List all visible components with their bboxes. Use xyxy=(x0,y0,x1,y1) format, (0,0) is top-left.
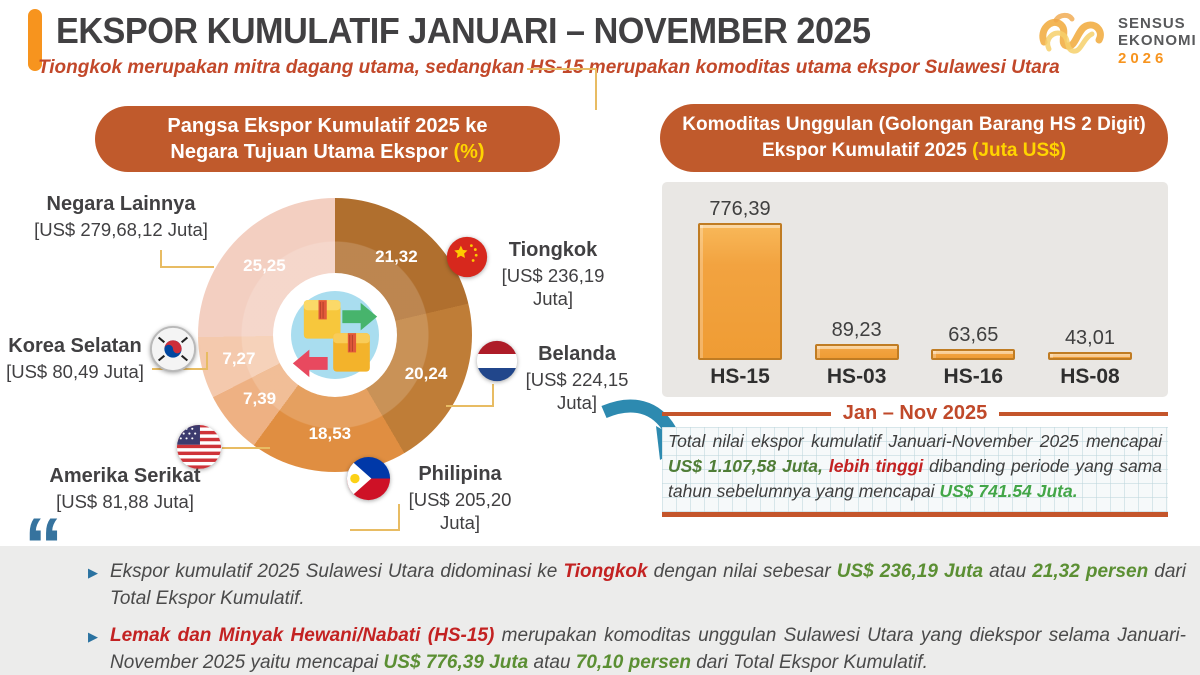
bar-chart-panel: 776,39 HS-15 89,23 HS-03 63,65 HS-16 43,01 HS-0… xyxy=(662,182,1168,397)
donut-chart: 21,32 20,24 18,53 7,39 7,27 25,25 xyxy=(198,198,472,472)
title-accent-bar xyxy=(28,9,42,71)
label-philipina: Philipina [US$ 205,20 Juta] xyxy=(396,462,524,534)
country-value: [US$ 80,49 Juta] xyxy=(6,361,144,382)
bar xyxy=(698,223,782,360)
donut-segment-value: 21,32 xyxy=(375,247,418,267)
page-title: EKSPOR KUMULATIF JANUARI – NOVEMBER 2025 xyxy=(56,10,871,51)
bar-column: 89,23 HS-03 xyxy=(814,319,899,389)
callout-rule-right xyxy=(999,411,1168,416)
footnote-text: Ekspor kumulatif 2025 Sulawesi Utara did… xyxy=(110,561,1186,609)
bar xyxy=(814,344,899,360)
connector-line xyxy=(160,250,214,268)
philippines-flag-icon xyxy=(346,456,391,501)
sensus-ekonomi-logo-text: SENSUS EKONOMI 2026 xyxy=(1118,15,1197,67)
donut-segment-value: 7,39 xyxy=(243,389,277,409)
country-value: [US$ 279,68,12 Juta] xyxy=(34,219,208,240)
bar-value-label: 63,65 xyxy=(948,324,999,346)
donut-segment-value: 25,25 xyxy=(243,255,286,275)
bar xyxy=(931,349,1016,360)
country-name: Negara Lainnya xyxy=(46,193,196,215)
bar-category-label: HS-03 xyxy=(826,365,887,388)
label-belanda: Belanda [US$ 224,15 Juta] xyxy=(520,342,634,414)
callout-body-text: Total nilai ekspor kumulatif Januari-Nov… xyxy=(662,427,1168,517)
bullet-triangle-icon: ▶ xyxy=(88,629,98,645)
footnotes: ▶ Ekspor kumulatif 2025 Sulawesi Utara d… xyxy=(88,559,1186,675)
callout-rule-left xyxy=(662,411,831,416)
connector-line xyxy=(350,504,400,531)
bar-chart-title: Komoditas Unggulan (Golongan Barang HS 2… xyxy=(660,104,1168,172)
country-value: [US$ 81,88 Juta] xyxy=(56,491,194,512)
bar-category-label: HS-16 xyxy=(943,365,1004,388)
bullet-triangle-icon: ▶ xyxy=(88,565,98,580)
country-name: Belanda xyxy=(538,343,616,365)
callout-header: Jan – Nov 2025 xyxy=(662,402,1168,425)
bar-column: 43,01 HS-08 xyxy=(1047,327,1132,389)
country-value: [US$ 236,19 Juta] xyxy=(501,265,605,310)
donut-chart-title: Pangsa Ekspor Kumulatif 2025 ke Negara T… xyxy=(95,106,560,172)
donut-segment-value: 18,53 xyxy=(308,423,352,443)
country-value: [US$ 224,15 Juta] xyxy=(525,369,629,414)
logo-year: 2026 xyxy=(1118,49,1168,67)
bar-column: 63,65 HS-16 xyxy=(931,324,1016,389)
country-name: Tiongkok xyxy=(508,239,598,261)
country-name: Amerika Serikat xyxy=(49,465,201,487)
netherlands-flag-icon xyxy=(476,340,518,382)
logo-line2: EKONOMI xyxy=(1118,32,1197,50)
connector-line xyxy=(222,432,270,449)
donut-hole xyxy=(273,273,397,397)
bar-category-label: HS-15 xyxy=(710,365,770,388)
bar-value-label: 776,39 xyxy=(709,198,771,220)
label-korea-selatan: Korea Selatan [US$ 80,49 Juta] xyxy=(0,334,150,383)
china-flag-icon xyxy=(446,236,488,278)
callout-box: Jan – Nov 2025 Total nilai ekspor kumula… xyxy=(662,402,1168,517)
connector-line xyxy=(527,68,597,110)
country-name: Philipina xyxy=(418,463,502,485)
footnote-text: Lemak dan Minyak Hewani/Nabati (HS-15) m… xyxy=(110,625,1186,673)
callout-title: Jan – Nov 2025 xyxy=(842,402,988,424)
quote-icon: “ xyxy=(24,501,63,589)
country-value: [US$ 205,20 Juta] xyxy=(408,489,512,534)
usa-flag-icon xyxy=(176,424,222,470)
korea-flag-icon xyxy=(150,326,196,372)
bar-column: 776,39 HS-15 xyxy=(698,198,782,389)
label-tiongkok: Tiongkok [US$ 236,19 Juta] xyxy=(492,238,614,310)
export-import-boxes-icon xyxy=(291,291,379,379)
bar-value-label: 43,01 xyxy=(1064,327,1115,349)
bar-chart-columns: 776,39 HS-15 89,23 HS-03 63,65 HS-16 43,01 HS-0… xyxy=(698,186,1132,389)
country-name: Korea Selatan xyxy=(8,335,142,357)
label-negara-lainnya: Negara Lainnya [US$ 279,68,12 Juta] xyxy=(28,192,214,241)
label-amerika-serikat: Amerika Serikat [US$ 81,88 Juta] xyxy=(40,464,210,513)
logo-line1: SENSUS xyxy=(1118,15,1186,32)
connector-line xyxy=(446,384,494,407)
bar-category-label: HS-08 xyxy=(1060,365,1120,388)
sensus-ekonomi-logo-icon xyxy=(1039,12,1104,54)
footer-panel xyxy=(0,546,1200,675)
bar-value-label: 89,23 xyxy=(831,319,882,341)
page-subtitle: Tiongkok merupakan mitra dagang utama, s… xyxy=(38,57,1060,78)
donut-segment-value: 20,24 xyxy=(404,363,448,383)
donut-segment-value: 7,27 xyxy=(222,348,256,368)
footnote-item: ▶ Lemak dan Minyak Hewani/Nabati (HS-15)… xyxy=(88,623,1186,675)
footnote-item: ▶ Ekspor kumulatif 2025 Sulawesi Utara d… xyxy=(88,559,1186,612)
bar xyxy=(1047,352,1132,360)
